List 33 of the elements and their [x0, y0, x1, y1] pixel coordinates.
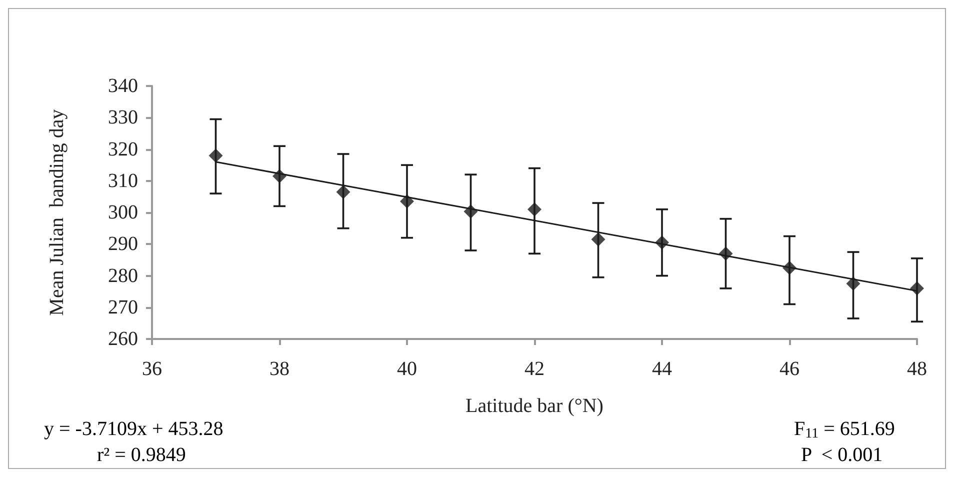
point [846, 276, 860, 291]
point [910, 281, 924, 296]
text: y = -3.7109x + 453.28 [44, 418, 224, 440]
text: P < 0.001 [801, 444, 883, 466]
y-tick-label: 320 [108, 138, 138, 160]
point [655, 236, 669, 250]
text: r² = 0.9849 [97, 444, 186, 466]
x-tick-label: 40 [397, 358, 417, 380]
point [782, 260, 796, 275]
y-tick-label: 330 [108, 106, 138, 129]
x-axis-title: Latitude bar (°N) [466, 395, 604, 417]
y-tick-label: 270 [108, 296, 138, 318]
y-tick-label: 300 [108, 202, 138, 224]
x-tick-label: 44 [652, 358, 672, 380]
x-tick-label: 42 [524, 358, 544, 380]
point [336, 184, 350, 199]
point [272, 169, 286, 184]
y-axis-title: Mean Julian banding day [46, 109, 68, 316]
y-tick-label: 290 [108, 233, 138, 256]
y-tick-label: 310 [108, 170, 138, 192]
point [718, 246, 733, 261]
point [464, 204, 478, 219]
point [400, 194, 414, 208]
point [591, 232, 606, 246]
x-tick-label: 46 [780, 358, 800, 380]
x-tick-label: 48 [907, 358, 927, 380]
x-tick-label: 38 [270, 358, 290, 380]
point [528, 202, 542, 216]
y-tick-label: 340 [108, 75, 138, 97]
y-tick-label: 260 [108, 328, 138, 350]
y-tick-label: 280 [108, 264, 138, 287]
point [208, 148, 223, 163]
x-tick-label: 36 [142, 358, 162, 380]
